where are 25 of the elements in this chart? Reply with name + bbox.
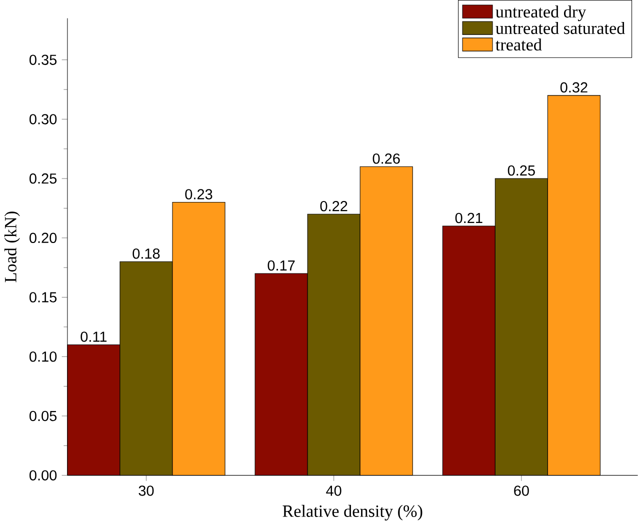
y-axis-title: Load (kN) xyxy=(4,212,20,282)
data-label: 0.32 xyxy=(560,82,588,93)
y-tick-label: 0.00 xyxy=(30,470,57,481)
x-axis-title: Relative density (%) xyxy=(282,504,422,521)
legend-label: treated xyxy=(496,38,542,51)
data-label: 0.18 xyxy=(132,248,160,259)
y-tick-label: 0.30 xyxy=(30,114,57,124)
y-tick-label: 0.35 xyxy=(30,54,57,66)
data-label: 0.23 xyxy=(185,189,212,200)
y-tick-label: 0.25 xyxy=(30,173,57,184)
y-tick-label: 0.05 xyxy=(30,410,57,422)
y-tick-label: 0.10 xyxy=(30,352,57,362)
x-tick-label: 40 xyxy=(326,486,342,496)
legend-label: untreated dry xyxy=(496,6,586,22)
legend-label: untreated saturated xyxy=(496,22,625,34)
data-label: 0.26 xyxy=(372,154,400,164)
data-label: 0.25 xyxy=(508,165,535,176)
x-tick-label: 60 xyxy=(514,486,529,496)
data-label: 0.21 xyxy=(455,212,482,224)
x-tick-label: 30 xyxy=(138,486,154,496)
data-label: 0.17 xyxy=(268,260,295,271)
y-tick-label: 0.20 xyxy=(30,232,57,244)
data-label: 0.22 xyxy=(320,201,348,212)
data-label: 0.11 xyxy=(80,332,107,342)
y-tick-label: 0.15 xyxy=(30,292,57,302)
